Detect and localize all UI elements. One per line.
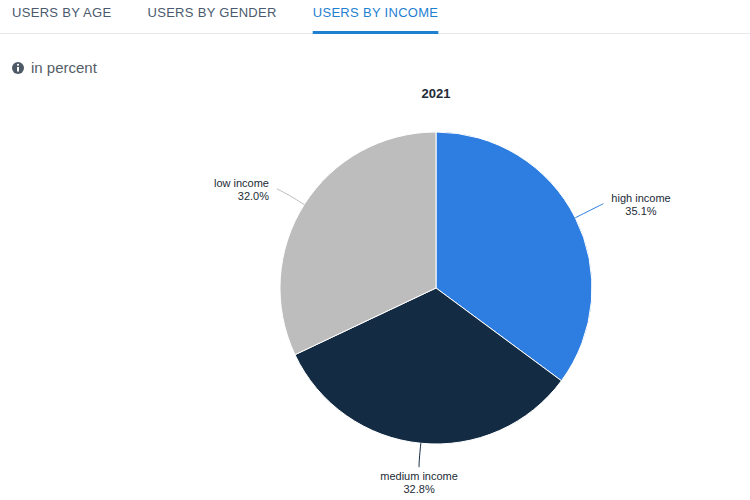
tab-label[interactable]: USERS BY AGE [12,5,111,20]
pie [280,132,592,444]
data-label-name: high income [611,192,670,204]
active-tab-underline [313,31,439,34]
data-label-value: 32.8% [403,483,434,495]
info-icon-circle [12,62,24,74]
leader-line [277,189,304,205]
data-label-value: 32.0% [238,190,269,202]
pie-slice [280,132,436,355]
data-label-value: 35.1% [625,205,656,217]
chart-root: USERS BY AGE USERS BY GENDER USERS BY INCO… [0,0,750,500]
subtitle: in percent [31,59,98,76]
leader-line [575,204,603,218]
tab-bar: USERS BY AGE USERS BY GENDER USERS BY INCO… [0,5,750,34]
info-icon-stem [17,67,19,72]
chart-title: 2021 [422,86,451,101]
leader-line [419,443,421,467]
data-label-name: medium income [380,470,458,482]
info-icon-dot [17,64,19,66]
info-icon [12,62,24,74]
tab-label[interactable]: USERS BY GENDER [147,5,276,20]
tab-label[interactable]: USERS BY INCOME [313,5,439,20]
data-labels: high income35.1% medium income32.8% low in… [214,177,671,495]
data-label-name: low income [214,177,269,189]
